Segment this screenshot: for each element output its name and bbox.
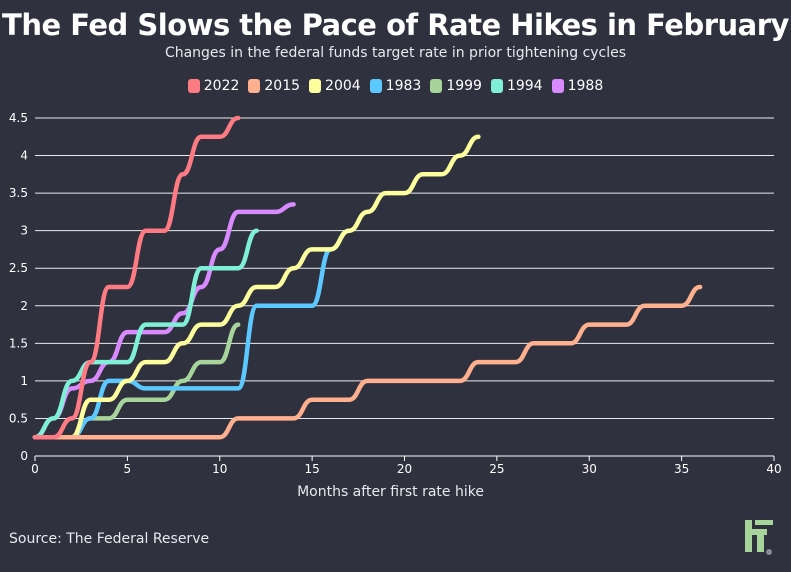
x-tick-label: 5 bbox=[124, 462, 132, 476]
series-line-1983 bbox=[32, 228, 352, 440]
y-tick-label: 0 bbox=[20, 449, 28, 463]
x-tick-label: 15 bbox=[304, 462, 319, 476]
legend-item-2015[interactable]: 2015 bbox=[248, 78, 300, 94]
x-tick-label: 10 bbox=[212, 462, 227, 476]
legend-item-2004[interactable]: 2004 bbox=[309, 78, 361, 94]
x-tick-label: 20 bbox=[397, 462, 412, 476]
legend-item-1983[interactable]: 1983 bbox=[369, 78, 422, 94]
legend-item-1994[interactable]: 1994 bbox=[490, 78, 543, 94]
y-tick-label: 3.5 bbox=[9, 186, 28, 200]
y-tick-label: 4.5 bbox=[9, 111, 28, 125]
legend-label: 2022 bbox=[203, 78, 240, 94]
x-tick-label: 40 bbox=[766, 462, 781, 476]
legend-label: 2015 bbox=[264, 78, 301, 94]
legend-swatch bbox=[490, 79, 503, 93]
x-tick-label: 30 bbox=[582, 462, 597, 476]
legend-swatch bbox=[369, 79, 382, 93]
chart-subtitle: Changes in the federal funds target rate… bbox=[164, 45, 627, 61]
legend-item-1999[interactable]: 1999 bbox=[430, 78, 482, 94]
series-line-2022 bbox=[32, 115, 241, 440]
legend-item-1988[interactable]: 1988 bbox=[551, 78, 604, 94]
series-line-2004 bbox=[32, 134, 481, 440]
legend-label: 2004 bbox=[325, 78, 361, 94]
series-line-1988 bbox=[32, 202, 296, 440]
y-tick-label: 0.5 bbox=[9, 411, 28, 425]
y-tick-label: 3 bbox=[20, 224, 28, 238]
source-note: Source: The Federal Reserve bbox=[9, 531, 210, 547]
y-tick-label: 2 bbox=[20, 299, 28, 313]
y-tick-label: 4 bbox=[20, 149, 28, 163]
legend-swatch bbox=[187, 79, 200, 93]
legend-label: 1988 bbox=[567, 78, 604, 94]
legend-swatch bbox=[309, 79, 322, 93]
x-axis-label: Months after first rate hike bbox=[297, 484, 484, 500]
legend: 2022 2015 2004 1983 1999 1994 1988 bbox=[0, 78, 791, 94]
legend-swatch bbox=[551, 79, 564, 93]
ht-logo-icon bbox=[745, 520, 773, 555]
y-tick-label: 2.5 bbox=[9, 261, 28, 275]
legend-swatch bbox=[430, 79, 443, 93]
x-tick-label: 25 bbox=[489, 462, 504, 476]
series-line-2015 bbox=[32, 284, 703, 440]
chart-title: The Fed Slows the Pace of Rate Hikes in … bbox=[2, 8, 789, 42]
legend-label: 1999 bbox=[446, 78, 482, 94]
legend-swatch bbox=[248, 79, 261, 93]
x-tick-label: 0 bbox=[31, 462, 39, 476]
legend-item-2022[interactable]: 2022 bbox=[187, 78, 240, 94]
y-tick-label: 1.5 bbox=[9, 336, 28, 350]
legend-label: 1983 bbox=[385, 78, 422, 94]
legend-label: 1994 bbox=[506, 78, 543, 94]
y-tick-label: 1 bbox=[20, 374, 28, 388]
x-tick-label: 35 bbox=[674, 462, 689, 476]
series-line-1994 bbox=[32, 228, 259, 440]
